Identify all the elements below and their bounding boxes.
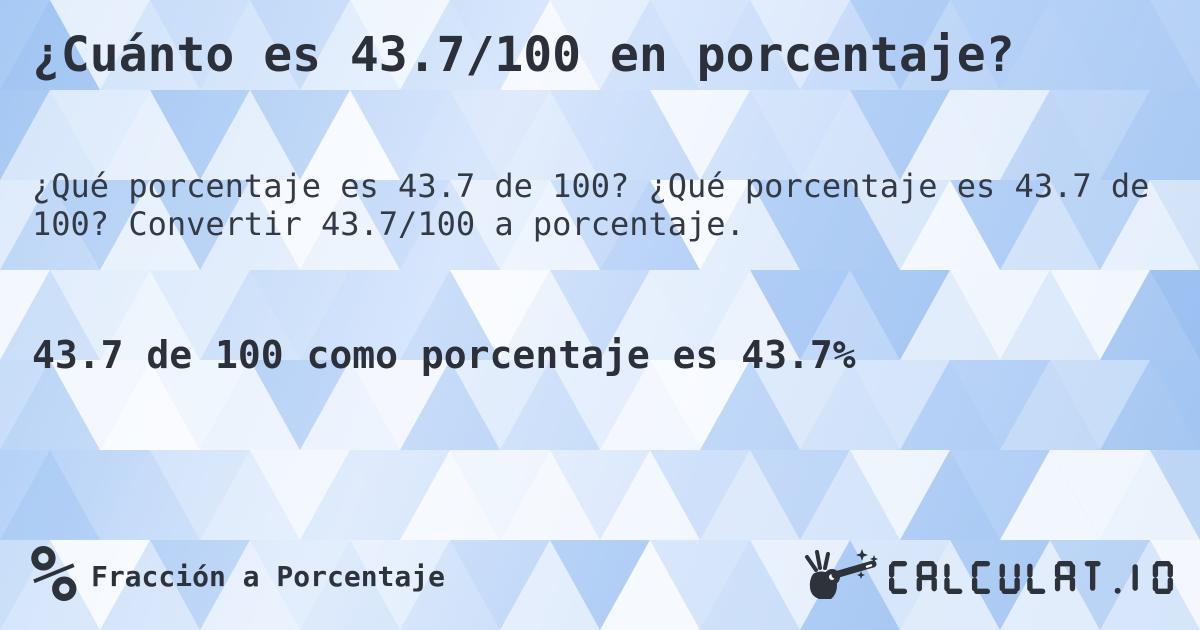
sparkle-small-bottom — [857, 571, 865, 579]
percent-icon: % — [30, 530, 77, 620]
answer-text: 43.7 de 100 como porcentaje es 43.7% — [32, 333, 856, 377]
brand-logo — [801, 549, 1174, 600]
wand-tip-notch — [865, 564, 873, 568]
sparkle-small-right — [870, 555, 878, 563]
category: % Fracción a Porcentaje — [30, 530, 445, 620]
brand-logo-text — [889, 560, 1173, 594]
magic-wand-hand-icon — [805, 549, 878, 599]
page-description: ¿Qué porcentaje es 43.7 de 100? ¿Qué por… — [32, 167, 1150, 243]
category-label: Fracción a Porcentaje — [90, 560, 445, 593]
footer: % Fracción a Porcentaje — [30, 530, 1174, 620]
sparkle-large — [856, 549, 868, 561]
page-title: ¿Cuánto es 43.7/100 en porcentaje? — [32, 27, 1015, 83]
